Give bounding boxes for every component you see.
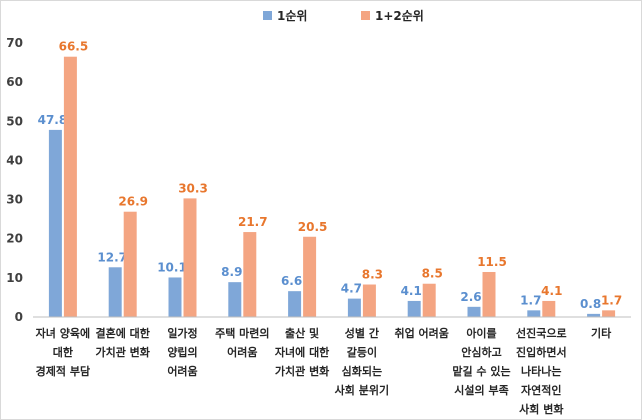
data-label: 10.1 bbox=[157, 260, 187, 274]
x-tick-label-line: 진입하면서 bbox=[516, 345, 567, 359]
y-tick-label: 60 bbox=[6, 75, 23, 89]
legend-label-2: 1+2순위 bbox=[375, 9, 424, 23]
x-tick-label-line: 심화되는 bbox=[342, 364, 382, 378]
x-tick-label-line: 경제적 부담 bbox=[36, 364, 90, 378]
y-tick-label: 30 bbox=[6, 193, 23, 207]
bar-top-two-rank bbox=[482, 271, 496, 317]
legend: 1순위 1+2순위 bbox=[263, 9, 424, 23]
bar-first-rank bbox=[527, 310, 541, 317]
data-label: 11.5 bbox=[477, 255, 507, 269]
x-tick-label-line: 결혼에 대한 bbox=[95, 326, 149, 340]
x-tick-label-line: 어려움 bbox=[227, 345, 257, 359]
x-category-label: 취업 어려움 bbox=[394, 326, 448, 340]
x-tick-label-line: 갈등이 bbox=[347, 345, 377, 359]
data-label: 2.6 bbox=[460, 290, 481, 304]
data-label: 12.7 bbox=[97, 250, 127, 264]
bar-first-rank bbox=[108, 267, 122, 317]
data-label: 8.3 bbox=[362, 268, 383, 282]
bar-first-rank bbox=[228, 282, 242, 317]
y-tick-label: 50 bbox=[6, 114, 23, 128]
x-tick-label-line: 가치관 변화 bbox=[95, 345, 149, 359]
data-label: 30.3 bbox=[178, 181, 208, 195]
x-tick-label-line: 출산 및 bbox=[285, 326, 319, 340]
x-tick-label-line: 기타 bbox=[591, 326, 612, 340]
bar-top-two-rank bbox=[362, 284, 376, 317]
bar-top-two-rank bbox=[602, 310, 616, 317]
bar-first-rank bbox=[48, 129, 62, 317]
x-tick-label-line: 자연적인 bbox=[521, 383, 561, 397]
bar-top-two-rank bbox=[303, 236, 317, 317]
legend-swatch-2 bbox=[361, 11, 370, 20]
y-axis: 0 10 20 30 40 50 60 70 bbox=[6, 36, 23, 324]
x-tick-label-line: 취업 어려움 bbox=[394, 326, 448, 340]
legend-label-1: 1순위 bbox=[277, 9, 307, 23]
data-label: 1.7 bbox=[520, 293, 541, 307]
y-tick-label: 70 bbox=[6, 36, 23, 50]
x-tick-label-line: 자녀에 대한 bbox=[275, 345, 329, 359]
x-tick-label-line: 맡길 수 있는 bbox=[452, 364, 510, 378]
legend-swatch-1 bbox=[263, 11, 272, 20]
y-tick-label: 40 bbox=[6, 153, 23, 167]
data-label: 4.1 bbox=[541, 284, 562, 298]
x-tick-label-line: 성별 간 bbox=[345, 326, 379, 340]
x-tick-label-line: 사회 분위기 bbox=[335, 383, 389, 397]
data-label: 47.8 bbox=[38, 113, 68, 127]
bar-first-rank bbox=[168, 277, 182, 317]
data-label: 8.9 bbox=[221, 265, 242, 279]
data-label: 6.6 bbox=[281, 274, 302, 288]
x-tick-label-line: 안심하고 bbox=[461, 345, 501, 359]
data-label: 1.7 bbox=[601, 293, 622, 307]
x-tick-label-line: 일가정 bbox=[167, 326, 197, 340]
bar-top-two-rank bbox=[183, 198, 197, 317]
y-tick-label: 20 bbox=[6, 232, 23, 246]
data-label: 4.7 bbox=[341, 282, 362, 296]
x-tick-label-line: 어려움 bbox=[167, 364, 197, 378]
x-tick-label-line: 선진국으로 bbox=[516, 326, 567, 340]
bar-first-rank bbox=[587, 313, 601, 317]
data-label: 66.5 bbox=[59, 40, 89, 54]
bar-first-rank bbox=[407, 300, 421, 317]
bar-first-rank bbox=[288, 291, 302, 317]
x-tick-label-line: 나타나는 bbox=[521, 364, 561, 378]
data-label: 21.7 bbox=[238, 215, 268, 229]
data-label: 4.1 bbox=[401, 284, 422, 298]
x-tick-label-line: 아이를 bbox=[466, 326, 496, 340]
bar-top-two-rank bbox=[63, 56, 77, 317]
x-tick-label-line: 대한 bbox=[53, 345, 73, 359]
data-label: 0.8 bbox=[580, 297, 601, 311]
bar-top-two-rank bbox=[123, 211, 137, 317]
bar-first-rank bbox=[467, 306, 481, 317]
y-tick-label: 0 bbox=[15, 310, 23, 324]
bar-top-two-rank bbox=[243, 232, 257, 317]
x-tick-label-line: 시설의 부족 bbox=[454, 383, 508, 397]
bar-first-rank bbox=[347, 298, 361, 317]
data-label: 20.5 bbox=[298, 220, 328, 234]
bar-top-two-rank bbox=[542, 300, 556, 317]
x-tick-label-line: 자녀 양육에 bbox=[36, 326, 90, 340]
data-label: 26.9 bbox=[118, 195, 148, 209]
x-category-label: 기타 bbox=[591, 326, 612, 340]
x-tick-label-line: 주택 마련의 bbox=[215, 326, 269, 340]
data-label: 8.5 bbox=[422, 267, 443, 281]
y-tick-label: 10 bbox=[6, 271, 23, 285]
x-tick-label-line: 사회 변화 bbox=[519, 402, 563, 416]
bar-top-two-rank bbox=[422, 283, 436, 317]
x-tick-label-line: 양립의 bbox=[167, 345, 197, 359]
x-tick-label-line: 가치관 변화 bbox=[275, 364, 329, 378]
bars: 47.8 66.5 12.7 26.9 10.1 30.3 8.9 21.7 6.6 20.5 4.… bbox=[38, 40, 622, 317]
